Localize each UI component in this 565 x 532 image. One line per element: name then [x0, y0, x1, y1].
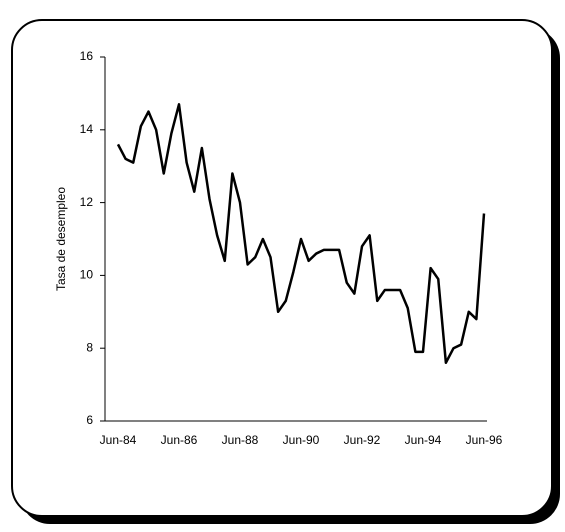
line-series [116, 103, 486, 365]
x-tick-label: Jun-96 [466, 433, 503, 447]
y-tick-label: 6 [86, 413, 93, 427]
x-tick-label: Jun-90 [283, 433, 320, 447]
y-tick-label: 16 [80, 49, 94, 63]
x-tick-label: Jun-88 [222, 433, 259, 447]
y-tick-label: 12 [80, 195, 94, 209]
x-tick-label: Jun-84 [100, 433, 137, 447]
y-axis-label: Tasa de desempleo [54, 187, 68, 291]
y-tick-label: 14 [80, 122, 94, 136]
frame [11, 19, 553, 517]
x-tick-label: Jun-86 [161, 433, 198, 447]
plot-area: 6 8 10 12 14 16 Jun-84 Jun-86 Jun-88 Jun-90 Jun-92… [80, 49, 503, 447]
y-tick-label: 8 [86, 340, 93, 354]
x-tick-label: Jun-94 [405, 433, 442, 447]
y-tick-label: 10 [80, 268, 94, 282]
x-tick-label: Jun-92 [344, 433, 381, 447]
